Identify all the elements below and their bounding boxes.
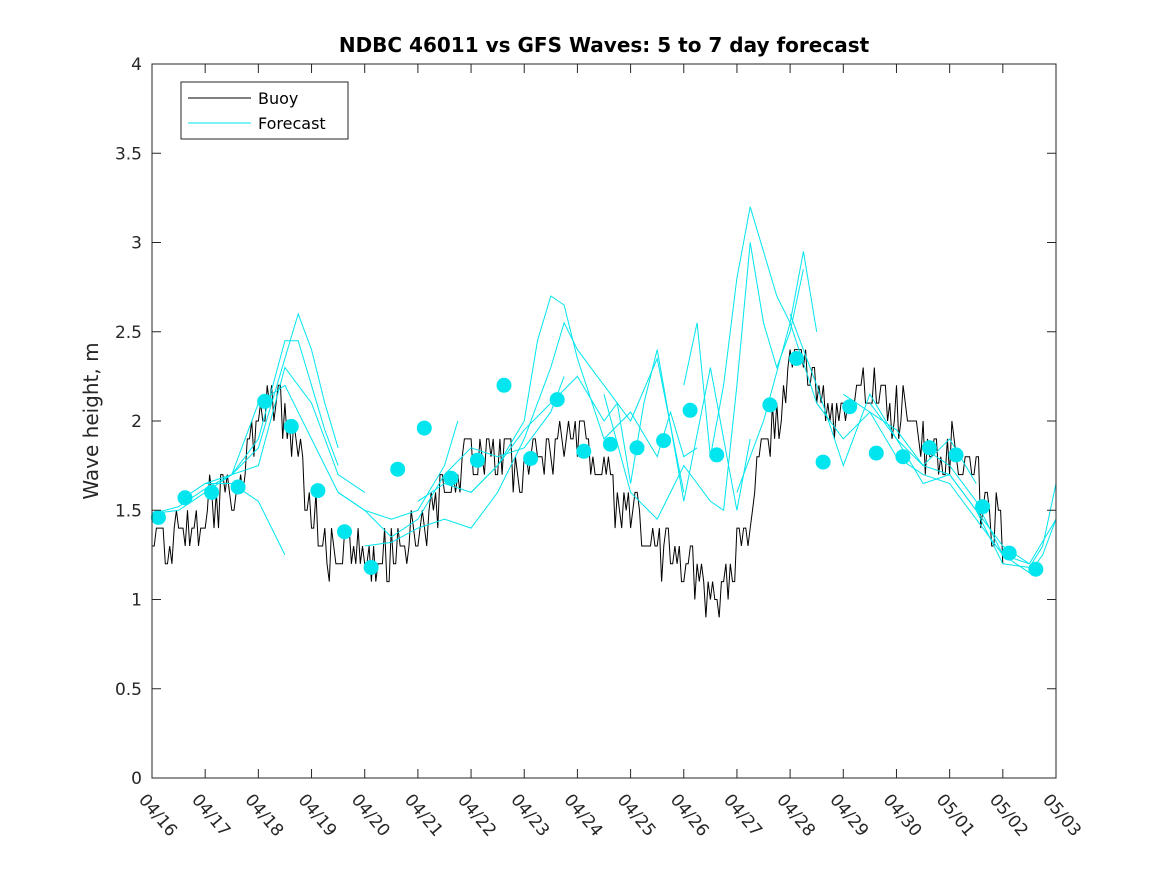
plot-area bbox=[150, 206, 1057, 618]
forecast-marker-11 bbox=[443, 470, 459, 486]
forecast-marker-16 bbox=[576, 443, 592, 459]
forecast-run-line-5 bbox=[337, 376, 565, 538]
forecast-marker-28 bbox=[921, 440, 937, 456]
forecast-run-line-3 bbox=[205, 483, 286, 556]
y-tick-label-7: 3.5 bbox=[115, 144, 142, 164]
forecast-marker-0 bbox=[150, 509, 166, 525]
forecast-marker-10 bbox=[416, 420, 432, 436]
y-tick-label-5: 2.5 bbox=[115, 323, 142, 343]
legend-label-0: Buoy bbox=[258, 89, 298, 108]
forecast-marker-2 bbox=[204, 484, 220, 500]
legend: Buoy Forecast bbox=[180, 81, 349, 140]
forecast-marker-15 bbox=[549, 392, 565, 408]
forecast-marker-27 bbox=[895, 449, 911, 465]
forecast-marker-17 bbox=[602, 436, 618, 452]
y-tick-label-0: 0 bbox=[131, 769, 142, 789]
forecast-run-line-8 bbox=[470, 349, 751, 511]
forecast-marker-24 bbox=[815, 454, 831, 470]
legend-box bbox=[180, 81, 349, 140]
y-tick-label-6: 3 bbox=[131, 234, 142, 254]
y-tick-label-8: 4 bbox=[131, 55, 142, 75]
forecast-marker-14 bbox=[523, 451, 539, 466]
forecast-marker-25 bbox=[842, 399, 858, 415]
forecast-marker-31 bbox=[1001, 545, 1017, 561]
forecast-marker-30 bbox=[975, 499, 991, 515]
forecast-marker-20 bbox=[682, 402, 698, 418]
legend-label-1: Forecast bbox=[258, 114, 326, 133]
chart-title: NDBC 46011 vs GFS Waves: 5 to 7 day fore… bbox=[339, 33, 870, 57]
forecast-marker-6 bbox=[310, 483, 326, 499]
forecast-marker-4 bbox=[257, 393, 273, 409]
forecast-marker-32 bbox=[1028, 561, 1044, 577]
forecast-marker-18 bbox=[629, 440, 645, 456]
forecast-marker-8 bbox=[363, 559, 379, 575]
forecast-marker-22 bbox=[762, 397, 778, 413]
y-tick-label-3: 1.5 bbox=[115, 501, 142, 521]
forecast-marker-5 bbox=[283, 418, 299, 434]
forecast-marker-3 bbox=[230, 479, 246, 495]
forecast-marker-13 bbox=[496, 377, 512, 393]
forecast-marker-19 bbox=[656, 433, 672, 449]
forecast-run-line-11 bbox=[736, 321, 977, 493]
forecast-run-line-9 bbox=[603, 242, 804, 521]
forecast-marker-9 bbox=[390, 461, 406, 477]
forecast-marker-23 bbox=[789, 351, 804, 366]
y-tick-label-2: 1 bbox=[131, 591, 142, 611]
forecast-run-line-10 bbox=[683, 206, 818, 457]
forecast-run-line-13 bbox=[843, 393, 1057, 565]
forecast-marker-21 bbox=[709, 447, 725, 463]
forecast-run-line-6 bbox=[364, 321, 685, 547]
forecast-marker-7 bbox=[337, 524, 352, 540]
forecast-run-line-2 bbox=[178, 366, 365, 502]
forecast-marker-29 bbox=[948, 447, 964, 463]
y-tick-label-1: 0.5 bbox=[115, 680, 142, 700]
y-tick-label-4: 2 bbox=[131, 412, 142, 432]
forecast-marker-26 bbox=[868, 445, 884, 461]
forecast-marker-12 bbox=[469, 452, 485, 468]
y-axis-label: Wave height, m bbox=[79, 342, 103, 499]
forecast-marker-1 bbox=[177, 490, 193, 506]
